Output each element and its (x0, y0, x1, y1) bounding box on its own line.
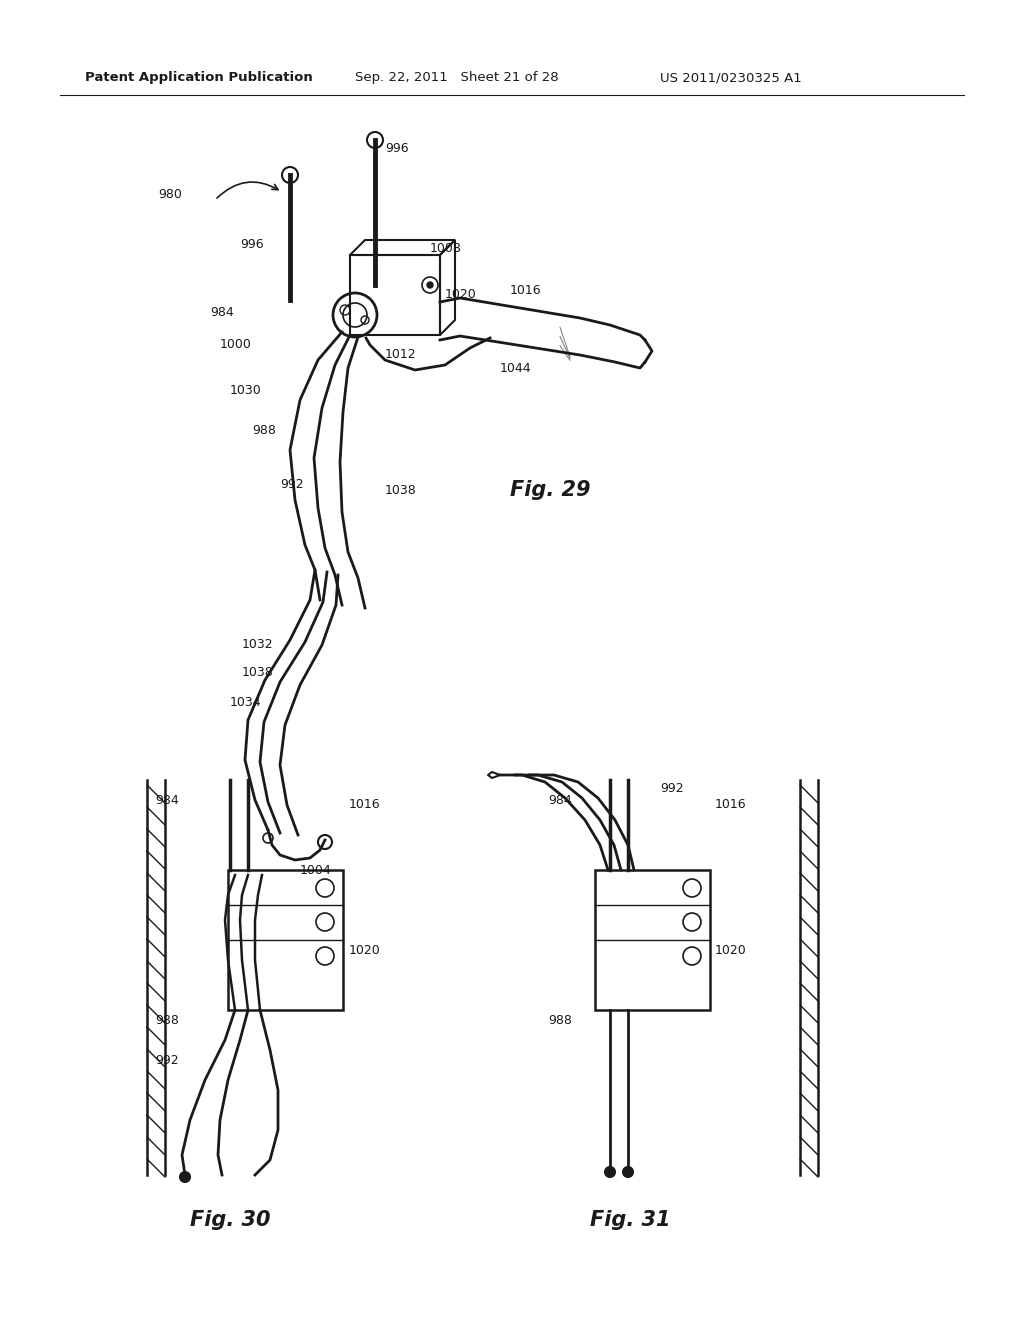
Text: Fig. 30: Fig. 30 (190, 1210, 270, 1230)
Text: 988: 988 (548, 1014, 571, 1027)
Text: 1020: 1020 (715, 944, 746, 957)
Text: 1044: 1044 (500, 362, 531, 375)
Bar (228, 870, 343, 1010)
Text: 984: 984 (210, 306, 233, 319)
Bar (595, 870, 710, 1010)
Text: 992: 992 (280, 479, 304, 491)
Text: 992: 992 (155, 1053, 178, 1067)
Text: 1038: 1038 (242, 665, 273, 678)
Text: Fig. 29: Fig. 29 (510, 480, 591, 500)
Text: 1016: 1016 (510, 284, 542, 297)
Text: 988: 988 (155, 1014, 179, 1027)
Text: 996: 996 (240, 239, 263, 252)
Text: 984: 984 (155, 793, 179, 807)
Circle shape (427, 282, 433, 288)
Text: Patent Application Publication: Patent Application Publication (85, 71, 312, 84)
Circle shape (282, 168, 298, 183)
Circle shape (605, 1167, 615, 1177)
Text: 1030: 1030 (230, 384, 262, 396)
Text: 992: 992 (660, 781, 684, 795)
Text: US 2011/0230325 A1: US 2011/0230325 A1 (660, 71, 802, 84)
Text: 1004: 1004 (300, 863, 332, 876)
Text: 1016: 1016 (349, 799, 381, 812)
Text: Fig. 31: Fig. 31 (590, 1210, 671, 1230)
Text: 996: 996 (385, 141, 409, 154)
Text: 1012: 1012 (385, 348, 417, 362)
Text: 1020: 1020 (349, 944, 381, 957)
Text: 980: 980 (158, 189, 182, 202)
Text: 1020: 1020 (445, 289, 477, 301)
Circle shape (367, 132, 383, 148)
Text: 1034: 1034 (230, 696, 261, 709)
Text: 1008: 1008 (430, 242, 462, 255)
Text: 1000: 1000 (220, 338, 252, 351)
Text: 988: 988 (252, 424, 275, 437)
Circle shape (180, 1172, 190, 1181)
Text: Sep. 22, 2011   Sheet 21 of 28: Sep. 22, 2011 Sheet 21 of 28 (355, 71, 559, 84)
Text: 984: 984 (548, 793, 571, 807)
Circle shape (623, 1167, 633, 1177)
Text: 1038: 1038 (385, 483, 417, 496)
Text: 1016: 1016 (715, 799, 746, 812)
Text: 1032: 1032 (242, 639, 273, 652)
